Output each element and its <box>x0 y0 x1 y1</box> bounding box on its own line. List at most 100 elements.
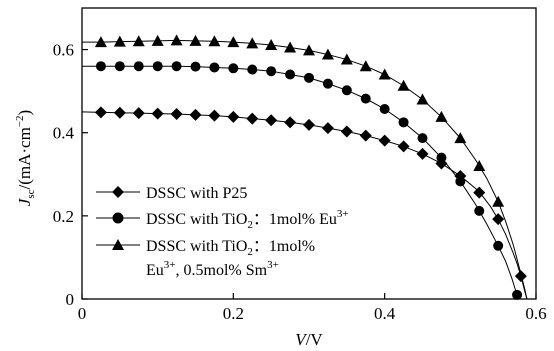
data-point-p25 <box>94 106 107 119</box>
data-point-p25 <box>284 116 297 129</box>
legend-label-p25: DSSC with P25 <box>146 185 247 202</box>
data-point-eu <box>190 61 201 72</box>
y-tick-label: 0.4 <box>53 124 75 143</box>
y-tick-label: 0.2 <box>53 207 74 226</box>
legend-label-eu: DSSC with TiO2：1mol% Eu3+ <box>146 208 349 231</box>
data-point-p25 <box>208 109 221 122</box>
data-point-eu-sm <box>265 38 278 50</box>
data-point-eu-sm <box>284 41 297 53</box>
data-point-eu <box>133 61 144 72</box>
data-point-eu-sm <box>170 34 183 46</box>
plot-area: 0 0.2 0.4 0.6 0 0.2 0.4 0.6 <box>53 7 547 323</box>
y-axis-superscript: −2 <box>14 115 26 127</box>
data-point-eu <box>266 66 277 77</box>
data-point-p25 <box>514 270 527 283</box>
y-axis-subscript: sc <box>25 189 37 198</box>
legend-triangle-marker <box>112 239 124 250</box>
data-point-eu-sm <box>303 44 315 56</box>
data-point-eu <box>512 289 523 300</box>
y-axis-unit: /(mA·cm <box>15 127 34 189</box>
data-point-eu-sm <box>132 35 145 47</box>
data-point-p25 <box>416 147 429 160</box>
legend-entry-eu: DSSC with TiO2：1mol% Eu3+ <box>96 208 349 231</box>
data-point-eu-sm <box>151 34 164 46</box>
plot-frame <box>81 7 537 300</box>
y-axis-title: Jsc/(mA·cm−2) <box>14 110 37 206</box>
data-point-eu <box>455 176 466 187</box>
data-point-eu-sm <box>94 36 107 48</box>
data-point-p25 <box>321 122 334 135</box>
data-point-p25 <box>473 186 486 199</box>
data-point-p25 <box>170 108 183 121</box>
data-point-p25 <box>265 114 278 127</box>
data-point-eu-sm <box>359 60 372 72</box>
x-tick-label: 0.6 <box>525 304 546 323</box>
x-tick-label: 0.4 <box>374 304 396 323</box>
data-point-eu <box>417 133 428 144</box>
legend-entry-p25: DSSC with P25 <box>96 185 247 202</box>
data-point-eu-sm <box>378 68 391 80</box>
y-tick-label: 0 <box>66 290 75 309</box>
data-point-p25 <box>132 107 145 120</box>
y-axis-symbol: J <box>15 197 34 206</box>
data-point-eu-sm <box>208 35 221 47</box>
data-point-p25 <box>378 134 391 147</box>
data-point-p25 <box>397 140 410 153</box>
y-tick-label: 0.6 <box>53 41 74 60</box>
legend-diamond-marker <box>112 186 124 198</box>
data-point-p25 <box>303 118 315 131</box>
data-point-eu-sm <box>492 195 505 207</box>
y-axis-close: ) <box>15 110 34 116</box>
x-axis-unit: /V <box>306 330 324 349</box>
x-axis-symbol: V <box>295 330 308 349</box>
data-point-eu <box>322 78 333 89</box>
data-point-p25 <box>492 213 505 226</box>
x-tick-label: 0.2 <box>223 304 244 323</box>
data-point-eu <box>436 152 447 163</box>
data-point-eu-sm <box>113 35 126 47</box>
data-point-eu <box>341 85 352 96</box>
data-point-eu <box>114 61 125 72</box>
data-point-eu <box>474 205 485 216</box>
data-point-p25 <box>227 110 240 123</box>
data-point-p25 <box>359 129 372 142</box>
data-point-eu <box>95 61 106 72</box>
data-point-eu-sm <box>189 34 202 46</box>
ticks-layer: 0 0.2 0.4 0.6 0 0.2 0.4 0.6 <box>53 41 547 323</box>
data-point-eu <box>228 63 239 74</box>
data-point-eu-sm <box>473 159 486 171</box>
data-point-eu-sm <box>416 93 429 105</box>
data-point-p25 <box>151 107 164 120</box>
data-point-eu <box>304 72 314 83</box>
data-point-eu-sm <box>397 79 410 91</box>
data-point-eu <box>379 104 390 115</box>
data-point-eu-sm <box>246 37 259 49</box>
data-point-eu <box>247 64 258 75</box>
data-point-eu-sm <box>321 48 334 60</box>
data-point-p25 <box>189 108 202 121</box>
data-point-eu <box>398 117 409 128</box>
data-point-eu <box>209 62 220 73</box>
data-point-eu-sm <box>454 132 467 144</box>
legend-label-eu-sm-line1: DSSC with TiO2：1mol% <box>146 238 315 258</box>
data-point-eu-sm <box>227 36 240 48</box>
x-tick-label: 0 <box>78 304 87 323</box>
data-point-eu <box>493 240 504 251</box>
data-point-eu <box>285 69 296 80</box>
series-layer <box>81 34 528 300</box>
data-point-p25 <box>246 112 259 125</box>
data-point-eu <box>360 93 371 104</box>
data-point-p25 <box>340 125 353 138</box>
data-point-p25 <box>113 106 126 119</box>
legend: DSSC with P25 DSSC with TiO2：1mol% Eu3+ … <box>96 185 349 279</box>
data-point-eu-sm <box>435 110 448 122</box>
x-axis-title: V/V <box>295 330 323 349</box>
data-point-eu <box>171 61 182 72</box>
legend-circle-marker <box>112 212 124 224</box>
series-line-eu <box>82 65 520 300</box>
data-point-eu <box>152 61 163 72</box>
data-point-eu-sm <box>340 53 353 65</box>
legend-entry-eu-sm: DSSC with TiO2：1mol% Eu3+, 0.5mol% Sm3+ <box>96 238 315 279</box>
legend-label-eu-sm-line2: Eu3+, 0.5mol% Sm3+ <box>146 259 279 279</box>
